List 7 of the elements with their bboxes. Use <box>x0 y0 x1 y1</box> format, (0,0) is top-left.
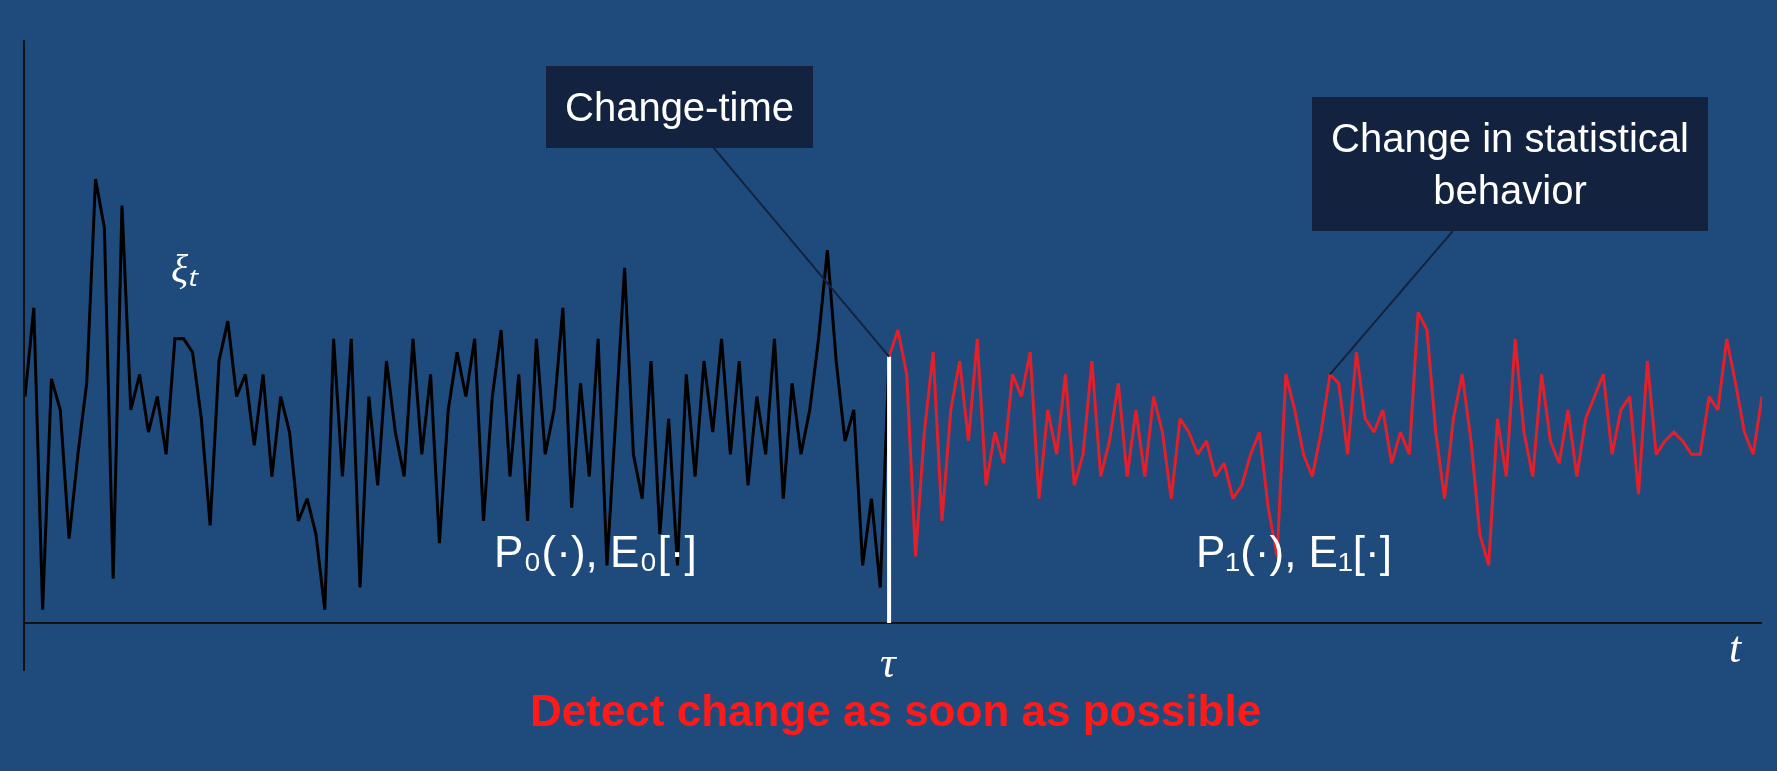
annotation: P₁(·), E₁[·] <box>1196 527 1392 576</box>
x-axis-title: t <box>1729 623 1743 672</box>
annotation: Change in statistical behavior <box>1331 116 1689 212</box>
text: τ <box>880 638 898 687</box>
text: Change-time <box>565 85 795 129</box>
y-axis-title: ξₜ <box>171 246 200 291</box>
text: Detect change as soon as possible <box>530 686 1262 735</box>
